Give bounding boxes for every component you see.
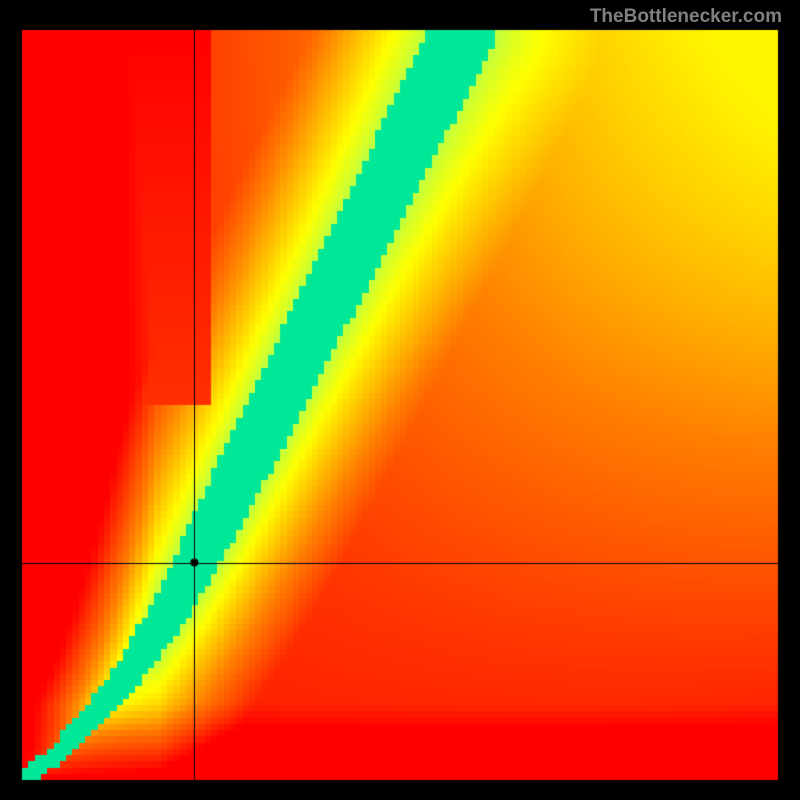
heatmap-canvas (0, 0, 800, 800)
chart-container: TheBottlenecker.com (0, 0, 800, 800)
watermark-label: TheBottlenecker.com (590, 6, 782, 28)
